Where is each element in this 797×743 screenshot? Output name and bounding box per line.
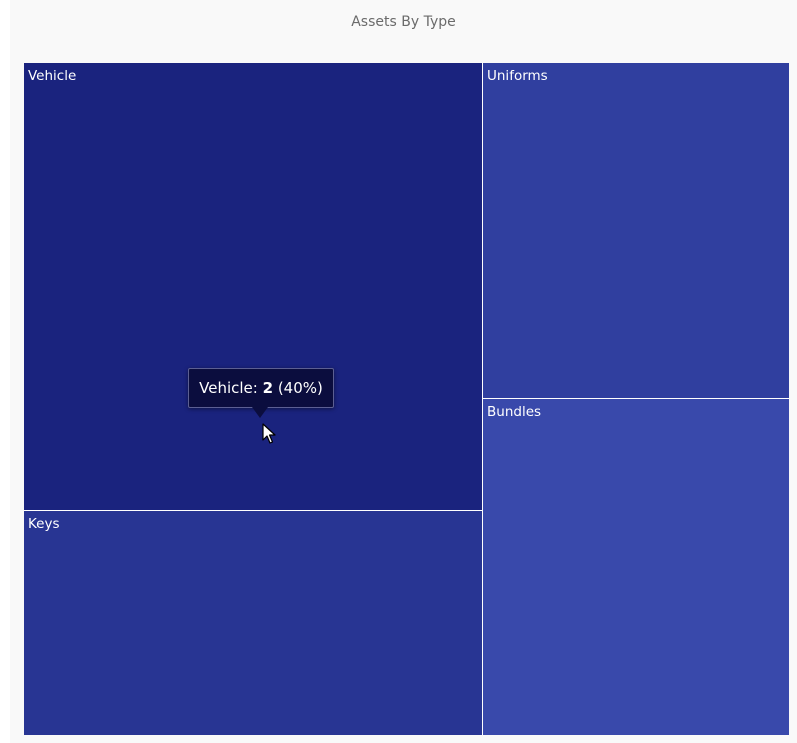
treemap-label-uniforms: Uniforms [487,68,548,84]
treemap-tile-bundles[interactable]: Bundles [483,399,789,735]
tooltip-pointer [252,407,268,418]
tooltip-percent: (40%) [273,379,323,397]
mouse-pointer-icon [262,423,276,444]
tooltip-value: 2 [262,379,274,397]
tooltip: Vehicle: 2 (40%) [188,368,334,408]
treemap-tile-vehicle[interactable]: Vehicle [24,63,483,511]
treemap-label-bundles: Bundles [487,404,542,420]
treemap-area: Vehicle Keys Uniforms Bundles [24,63,789,735]
chart-title: Assets By Type [351,14,456,30]
treemap-tile-keys[interactable]: Keys [24,511,483,735]
treemap-label-keys: Keys [28,516,60,532]
treemap-tile-uniforms[interactable]: Uniforms [483,63,789,399]
treemap-label-vehicle: Vehicle [28,68,77,84]
tooltip-separator: : [252,379,263,397]
tooltip-name: Vehicle [199,379,253,397]
